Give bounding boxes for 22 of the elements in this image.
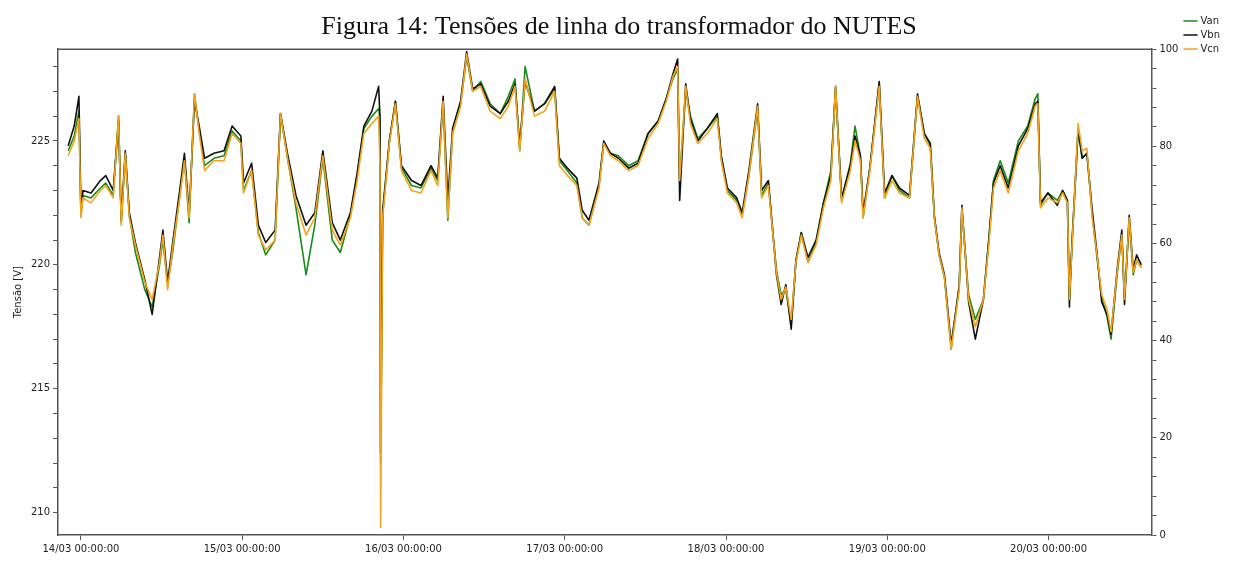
x-tick-label: 19/03 00:00:00 — [848, 542, 926, 554]
y2-tick-label: 100 — [1159, 42, 1179, 54]
y-tick-label: 225 — [30, 134, 51, 146]
y-tick-label: 220 — [30, 258, 51, 270]
chart-title: Figura 14: Tensões de linha do transformador do NUTES — [321, 11, 917, 41]
legend-label: Van — [1200, 14, 1219, 26]
y2-tick-label: 80 — [1159, 139, 1173, 151]
y2-tick-label: 60 — [1159, 237, 1173, 249]
x-tick-label: 18/03 00:00:00 — [687, 542, 765, 554]
y-axis-title: Tensão [V] — [11, 265, 23, 320]
x-tick-label: 15/03 00:00:00 — [203, 542, 281, 554]
x-tick-label: 20/03 00:00:00 — [1010, 542, 1088, 554]
y2-tick-label: 0 — [1159, 528, 1166, 540]
x-tick-label: 17/03 00:00:00 — [526, 542, 604, 554]
legend-label: Vcn — [1200, 42, 1220, 54]
x-tick-label: 16/03 00:00:00 — [365, 542, 442, 554]
y2-tick-label: 40 — [1159, 334, 1173, 346]
legend-label: Vbn — [1200, 28, 1220, 40]
y2-tick-label: 20 — [1159, 431, 1173, 443]
y-tick-label: 210 — [30, 506, 51, 518]
y-tick-label: 215 — [30, 382, 51, 394]
x-tick-label: 14/03 00:00:00 — [42, 542, 120, 554]
